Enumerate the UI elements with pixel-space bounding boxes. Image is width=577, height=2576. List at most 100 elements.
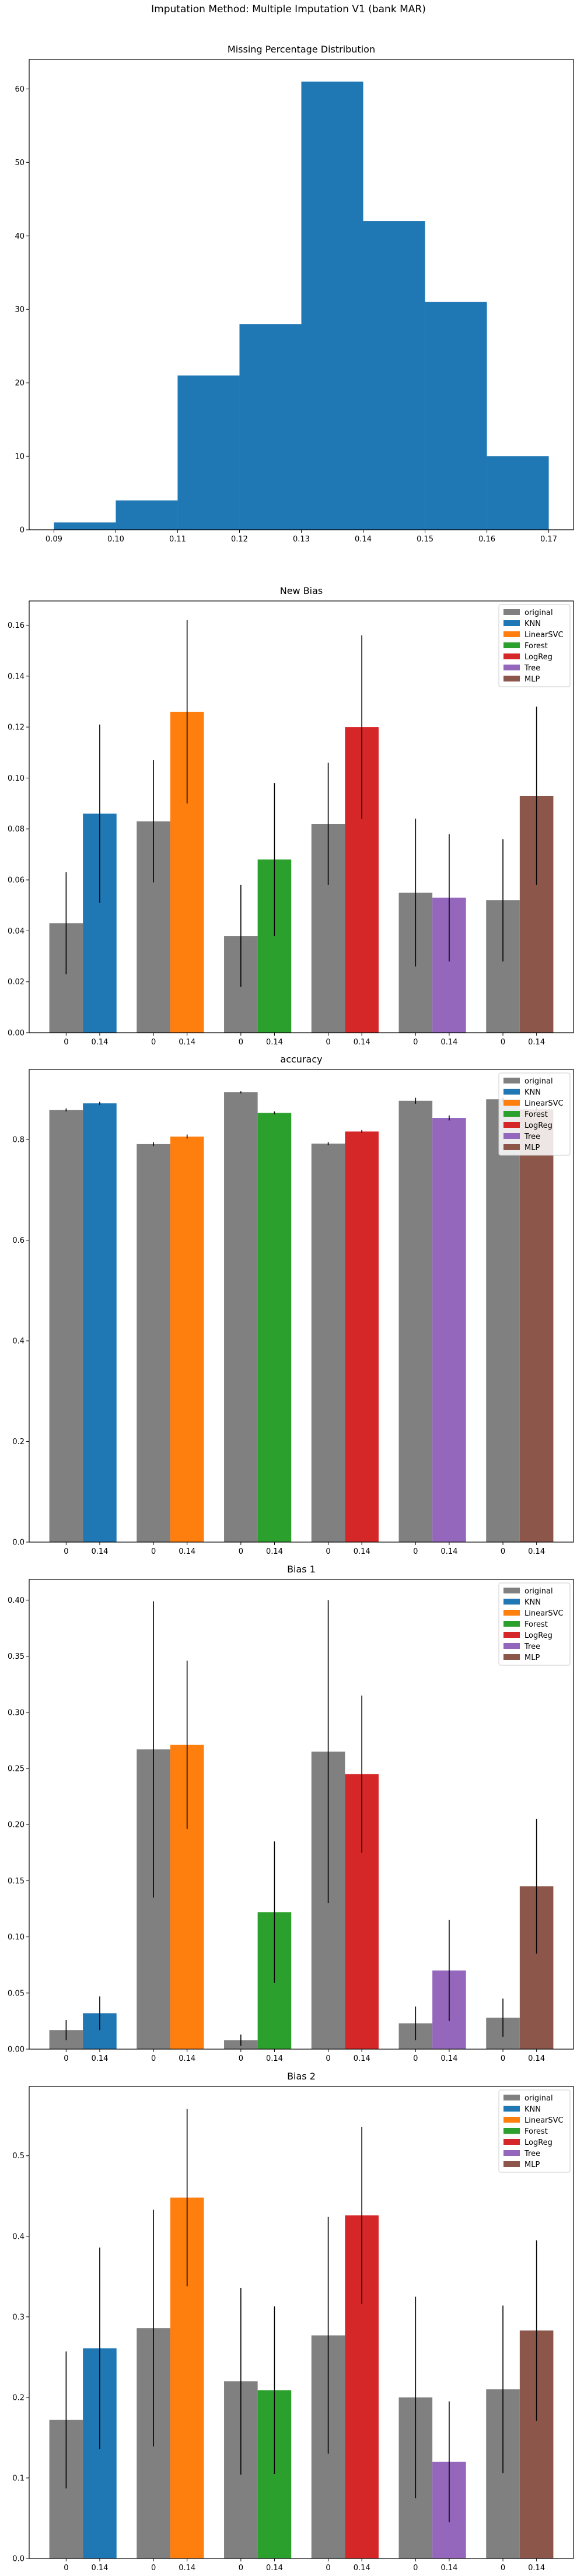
legend-swatch-logreg	[503, 1122, 520, 1128]
panel-4-title: Bias 2	[287, 2071, 316, 2082]
y-tick-label: 0.12	[8, 723, 25, 732]
x-tick-label: 0.14	[266, 1547, 283, 1556]
x-tick-label: 0.10	[107, 535, 124, 544]
legend-swatch-linearsvc	[503, 2117, 520, 2123]
x-tick-label: 0.14	[179, 1038, 195, 1047]
panel-2-frame	[29, 1069, 574, 1543]
x-tick-label: 0.13	[293, 535, 310, 544]
legend-swatch-tree	[503, 1133, 520, 1139]
x-tick-label: 0	[64, 1547, 68, 1556]
x-tick-label: 0.09	[46, 535, 62, 544]
legend-label-forest: Forest	[524, 642, 548, 651]
legend-label-linearsvc: LinearSVC	[524, 1609, 564, 1618]
panel-3-frame	[29, 1579, 574, 2050]
x-tick-label: 0.14	[266, 1038, 283, 1047]
histogram-bar-4	[301, 81, 363, 530]
legend-label-original: original	[524, 609, 553, 617]
x-tick-label: 0.14	[528, 1038, 545, 1047]
legend-swatch-linearsvc	[503, 631, 520, 637]
legend-label-logreg: LogReg	[524, 653, 552, 662]
y-tick-label: 0.04	[8, 927, 25, 936]
x-tick-label: 0	[151, 2054, 156, 2063]
legend-label-tree: Tree	[524, 2149, 540, 2158]
y-tick-label: 0.4	[12, 2232, 25, 2241]
x-tick-label: 0.17	[540, 535, 557, 544]
x-tick-label: 0	[64, 1038, 68, 1047]
y-tick-label: 20	[15, 379, 25, 388]
legend-label-tree: Tree	[524, 1133, 540, 1141]
panel-4-frame	[29, 2086, 574, 2559]
x-tick-label: 0	[326, 1547, 330, 1556]
x-tick-label: 0.14	[440, 1038, 457, 1047]
x-tick-label: 0.14	[91, 2054, 108, 2063]
y-tick-label: 0.40	[8, 1596, 25, 1605]
x-tick-label: 0	[151, 1547, 156, 1556]
bar-knn	[83, 1103, 117, 1542]
y-tick-label: 0.4	[12, 1337, 25, 1346]
y-tick-label: 10	[15, 453, 25, 462]
legend-swatch-mlp	[503, 1654, 520, 1660]
y-tick-label: 30	[15, 306, 25, 314]
legend-label-forest: Forest	[524, 2127, 548, 2136]
y-tick-label: 0.1	[12, 2474, 25, 2483]
legend-swatch-mlp	[503, 1144, 520, 1150]
x-tick-label: 0	[64, 2564, 68, 2572]
y-tick-label: 0.25	[8, 1765, 25, 1774]
y-tick-label: 40	[15, 232, 25, 241]
legend-swatch-linearsvc	[503, 1610, 520, 1616]
x-tick-label: 0.15	[417, 535, 433, 544]
x-tick-label: 0	[413, 2564, 418, 2572]
histogram-bar-5	[363, 221, 425, 530]
panel-0-title: Missing Percentage Distribution	[228, 44, 375, 55]
x-tick-label: 0	[239, 2054, 243, 2063]
y-tick-label: 0.8	[12, 1136, 25, 1145]
bar-original-logreg	[311, 1144, 345, 1542]
bar-mlp	[519, 1109, 554, 1542]
x-tick-label: 0	[501, 2054, 505, 2063]
y-tick-label: 0.0	[12, 1539, 25, 1547]
x-tick-label: 0	[413, 1038, 418, 1047]
y-tick-label: 0.05	[8, 1989, 25, 1998]
legend-label-original: original	[524, 1587, 553, 1596]
x-tick-label: 0.14	[266, 2054, 283, 2063]
bar-original-mlp	[486, 1099, 520, 1542]
legend-label-linearsvc: LinearSVC	[524, 1099, 564, 1108]
y-tick-label: 0.10	[8, 1933, 25, 1942]
legend-swatch-tree	[503, 665, 520, 670]
legend-swatch-mlp	[503, 676, 520, 681]
y-tick-label: 0.20	[8, 1821, 25, 1830]
histogram-bar-2	[177, 375, 240, 530]
legend-label-knn: KNN	[524, 2105, 541, 2114]
legend-label-linearsvc: LinearSVC	[524, 2116, 564, 2125]
legend-swatch-original	[503, 609, 520, 615]
x-tick-label: 0.12	[231, 535, 248, 544]
x-tick-label: 0.14	[354, 1547, 370, 1556]
y-tick-label: 0.35	[8, 1652, 25, 1661]
y-tick-label: 60	[15, 85, 25, 94]
y-tick-label: 0	[20, 526, 25, 535]
y-tick-label: 0.3	[12, 2313, 25, 2322]
legend-swatch-forest	[503, 642, 520, 648]
y-tick-label: 0.16	[8, 621, 25, 630]
legend-label-knn: KNN	[524, 1088, 541, 1097]
legend-swatch-logreg	[503, 2139, 520, 2145]
x-tick-label: 0.14	[179, 1547, 195, 1556]
y-tick-label: 0.2	[12, 2393, 25, 2402]
bar-original-forest	[224, 1092, 258, 1542]
panel-2-title: accuracy	[280, 1054, 322, 1065]
legend-swatch-original	[503, 1588, 520, 1593]
y-tick-label: 0.0	[12, 2555, 25, 2564]
legend-swatch-original	[503, 2095, 520, 2100]
x-tick-label: 0.14	[440, 1547, 457, 1556]
legend-swatch-forest	[503, 1111, 520, 1117]
legend-label-logreg: LogReg	[524, 2138, 552, 2147]
legend-label-original: original	[524, 2094, 553, 2103]
legend-swatch-knn	[503, 1599, 520, 1605]
y-tick-label: 0.30	[8, 1708, 25, 1717]
histogram-bar-7	[487, 456, 549, 530]
x-tick-label: 0.14	[354, 2564, 370, 2572]
x-tick-label: 0	[239, 2564, 243, 2572]
bar-original-tree	[398, 1100, 433, 1542]
x-tick-label: 0.14	[266, 2564, 283, 2572]
x-tick-label: 0	[239, 1547, 243, 1556]
